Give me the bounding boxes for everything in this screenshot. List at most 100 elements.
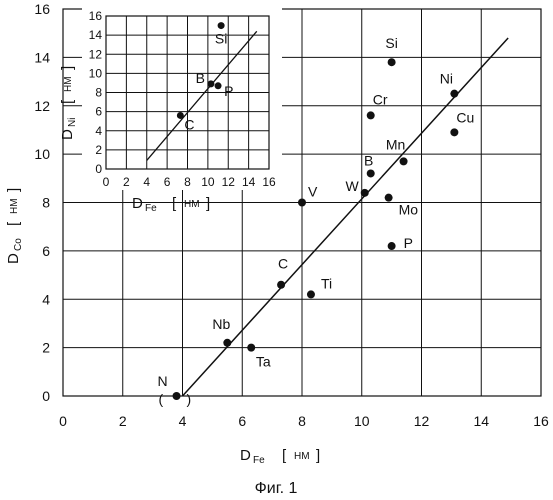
main-x-tick-label: 12 [414, 413, 430, 429]
main-point-label-n: N [157, 373, 167, 389]
inset-ylabel-bracket-close: ] [59, 66, 76, 70]
main-point-label-si: Si [385, 35, 397, 51]
inset-x-ticks: 0246810121416 [103, 175, 276, 189]
main-x-tick-label: 10 [354, 413, 370, 429]
main-point-v [298, 199, 306, 207]
inset-point-si [218, 22, 225, 29]
main-point-label-ta: Ta [256, 354, 271, 370]
main-point-label-mo: Mo [399, 202, 419, 218]
inset-xlabel-sub: Fe [145, 203, 157, 214]
inset-y-tick-label: 12 [89, 47, 103, 61]
inset-x-tick-label: 10 [201, 175, 215, 189]
main-point-cu [450, 128, 458, 136]
inset-y-axis-label: D Ni [ НМ ] [59, 66, 78, 140]
main-xlabel-unit: НМ [294, 451, 310, 462]
main-x-tick-label: 8 [298, 413, 306, 429]
main-ylabel-sub: Co [13, 238, 24, 251]
inset-xlabel-main: D [132, 195, 143, 212]
inset-x-tick-label: 8 [184, 175, 191, 189]
main-y-axis-label: D Co [ НМ ] [5, 188, 24, 264]
inset-ylabel-sub: Ni [67, 118, 78, 127]
main-point-p [388, 242, 396, 250]
inset-xlabel-unit: НМ [184, 199, 200, 210]
main-y-tick-label: 2 [42, 340, 50, 356]
inset-point-label-si: Si [215, 31, 227, 47]
main-point-ta [247, 344, 255, 352]
main-y-tick-label: 8 [42, 195, 50, 211]
inset-x-tick-label: 16 [262, 175, 276, 189]
inset-y-tick-label: 8 [95, 86, 102, 100]
n-bracket-open: ( [159, 391, 164, 407]
main-point-si [388, 58, 396, 66]
inset-x-tick-label: 0 [103, 175, 110, 189]
main-ylabel-main: D [5, 253, 22, 264]
main-y-tick-label: 16 [34, 1, 50, 17]
main-y-tick-label: 6 [42, 243, 50, 259]
inset-y-tick-label: 0 [95, 162, 102, 176]
main-y-tick-label: 12 [34, 98, 50, 114]
inset-ylabel-bracket-open: [ [59, 99, 76, 104]
main-ylabel-bracket-close: ] [5, 188, 22, 192]
main-xlabel-bracket-open: [ [282, 447, 287, 464]
main-x-tick-label: 6 [238, 413, 246, 429]
main-xlabel-main: D [240, 447, 251, 464]
inset-y-tick-label: 6 [95, 105, 102, 119]
main-y-tick-label: 10 [34, 146, 50, 162]
main-point-label-ni: Ni [440, 71, 453, 87]
inset-ylabel-main: D [59, 129, 76, 140]
main-x-axis-label: D Fe [ НМ ] [240, 447, 320, 466]
main-point-label-p: P [404, 235, 413, 251]
main-point-w [361, 189, 369, 197]
inset-y-tick-label: 10 [89, 66, 103, 80]
n-bracket-close: ) [187, 391, 192, 407]
main-point-c [277, 281, 285, 289]
inset-x-tick-label: 14 [242, 175, 256, 189]
main-x-tick-label: 4 [179, 413, 187, 429]
inset-x-tick-label: 4 [143, 175, 150, 189]
inset-x-tick-label: 2 [123, 175, 130, 189]
main-point-cr [367, 111, 375, 119]
inset-y-tick-label: 4 [95, 124, 102, 138]
main-x-ticks: 0 2 4 6 8 10 12 14 16 [59, 413, 549, 429]
main-y-tick-label: 4 [42, 291, 50, 307]
main-ylabel-bracket-open: [ [5, 221, 22, 226]
main-point-mn [400, 157, 408, 165]
main-point-nb [223, 339, 231, 347]
inset-point-label-c: C [184, 116, 194, 132]
main-point-label-w: W [346, 178, 360, 194]
inset-chart: SiBPC 0246810121416 0246810121416 [82, 4, 282, 190]
main-point-label-c: C [278, 256, 288, 272]
main-point-n [173, 392, 181, 400]
main-point-label-mn: Mn [386, 136, 405, 152]
main-point-ni [450, 90, 458, 98]
inset-y-tick-label: 14 [89, 28, 103, 42]
inset-y-tick-label: 2 [95, 143, 102, 157]
main-xlabel-sub: Fe [253, 455, 265, 466]
main-point-label-cu: Cu [456, 109, 474, 125]
main-ylabel-unit: НМ [9, 198, 20, 214]
inset-xlabel-bracket-close: ] [206, 195, 210, 212]
main-point-label-cr: Cr [373, 91, 388, 107]
figure-caption: Фиг. 1 [255, 480, 298, 497]
inset-xlabel-bracket-open: [ [172, 195, 177, 212]
inset-point-c [177, 112, 184, 119]
inset-point-p [215, 82, 222, 89]
inset-y-tick-label: 16 [89, 9, 103, 23]
inset-point-label-b: B [196, 70, 205, 86]
main-point-label-v: V [308, 184, 318, 200]
main-point-b [367, 169, 375, 177]
inset-x-tick-label: 6 [164, 175, 171, 189]
main-x-tick-label: 2 [119, 413, 127, 429]
main-x-tick-label: 14 [473, 413, 489, 429]
main-point-label-ti: Ti [321, 275, 332, 291]
inset-x-axis-label: D Fe [ НМ ] [132, 195, 210, 214]
main-xlabel-bracket-close: ] [316, 447, 320, 464]
main-y-tick-label: 14 [34, 49, 50, 65]
inset-point-label-p: P [224, 83, 233, 99]
main-point-ti [307, 290, 315, 298]
main-y-tick-label: 0 [42, 388, 50, 404]
main-x-tick-label: 0 [59, 413, 67, 429]
main-point-label-nb: Nb [212, 316, 230, 332]
main-x-tick-label: 16 [533, 413, 549, 429]
